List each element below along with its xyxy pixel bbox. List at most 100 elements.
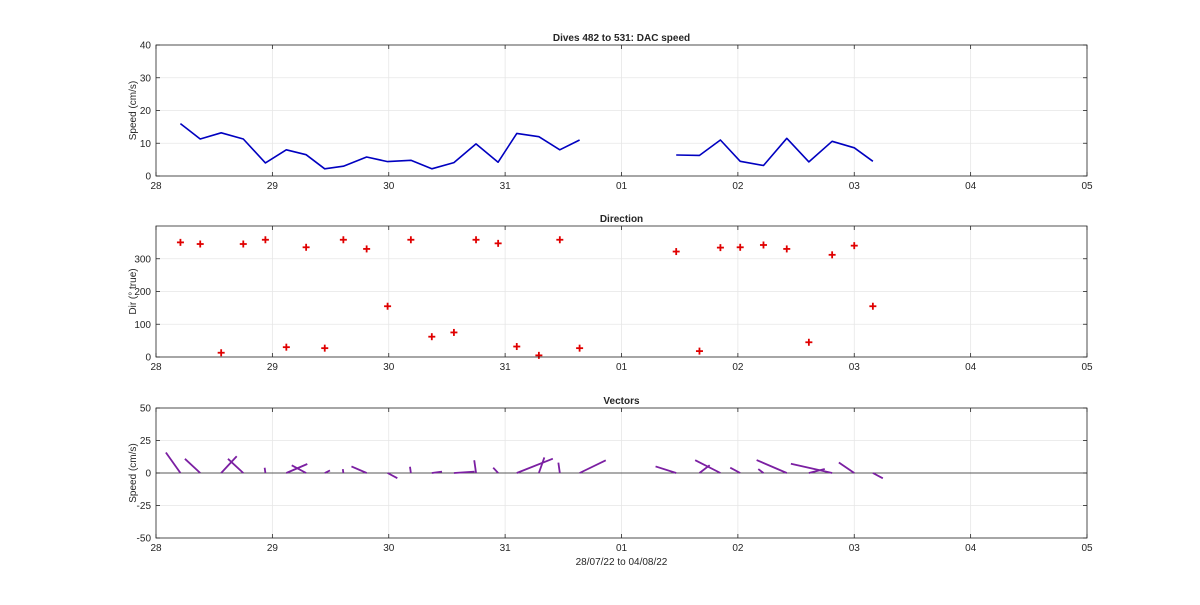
vectors-x-tick-label: 04 <box>965 543 977 554</box>
vector-stick <box>453 470 475 474</box>
direction-point <box>196 240 204 248</box>
speed-x-tick-label: 05 <box>1081 181 1093 192</box>
vector-stick <box>694 459 721 474</box>
speed-x-tick-label: 04 <box>965 181 977 192</box>
vector-stick <box>516 457 554 474</box>
direction-point <box>695 347 703 355</box>
direction-point <box>217 349 225 357</box>
vector-stick <box>557 462 561 474</box>
speed-y-tick-label: 20 <box>140 106 152 117</box>
vector-stick <box>838 461 855 474</box>
direction-x-tick-label: 29 <box>267 362 279 373</box>
vector-stick <box>409 466 412 474</box>
vectors-x-tick-label: 29 <box>267 543 279 554</box>
direction-point <box>828 251 836 259</box>
speed-x-tick-label: 30 <box>383 181 395 192</box>
speed-x-tick-label: 03 <box>849 181 861 192</box>
vector-stick <box>756 459 788 474</box>
direction-x-tick-label: 31 <box>500 362 512 373</box>
direction-point <box>805 338 813 346</box>
vectors-x-tick-label: 03 <box>849 543 861 554</box>
direction-data <box>176 236 877 359</box>
vectors-x-tick-label: 31 <box>500 543 512 554</box>
direction-x-tick-label: 28 <box>150 362 162 373</box>
direction-x-tick-label: 03 <box>849 362 861 373</box>
direction-point <box>716 244 724 252</box>
direction-panel: 28 29 30 31 01 02 03 04 05 0 100 200 300 Direction D… <box>128 214 1093 373</box>
direction-x-tick-label: 04 <box>965 362 977 373</box>
vector-stick <box>324 469 331 474</box>
vectors-y-tick-label: 0 <box>145 469 151 480</box>
direction-y-axis-label: Dir (° true) <box>128 268 139 314</box>
vector-stick <box>655 465 677 474</box>
vectors-title: Vectors <box>603 396 640 407</box>
vector-stick <box>757 468 765 474</box>
direction-x-tick-label: 05 <box>1081 362 1093 373</box>
vector-stick <box>263 467 267 474</box>
speed-panel: 28 29 30 31 01 02 03 04 05 0 10 20 30 40 Dives 482 to… <box>128 33 1093 192</box>
direction-point <box>783 245 791 253</box>
speed-x-tick-label: 01 <box>616 181 628 192</box>
vectors-y-tick-label: 25 <box>140 436 152 447</box>
direction-point <box>494 239 502 247</box>
direction-point <box>556 236 564 244</box>
vector-stick <box>473 460 477 474</box>
vector-stick <box>579 459 607 474</box>
vector-stick <box>227 458 244 474</box>
speed-y-tick-label: 40 <box>140 41 152 52</box>
direction-point <box>176 238 184 246</box>
vectors-y-axis-label: Speed (cm/s) <box>128 443 139 502</box>
direction-point <box>261 236 269 244</box>
direction-point <box>672 248 680 256</box>
vectors-x-tick-label: 05 <box>1081 543 1093 554</box>
direction-point <box>321 344 329 352</box>
direction-point <box>850 242 858 250</box>
vectors-ticks: 28 29 30 31 01 02 03 04 05 -50 -25 0 25 50 <box>137 404 1093 555</box>
direction-y-tick-label: 300 <box>134 254 151 265</box>
vectors-x-tick-label: 28 <box>150 543 162 554</box>
vector-stick <box>351 465 367 474</box>
direction-point <box>513 343 521 351</box>
vector-stick <box>220 455 238 474</box>
direction-title: Direction <box>600 214 643 225</box>
direction-x-tick-label: 30 <box>383 362 395 373</box>
vector-stick <box>431 470 443 474</box>
vectors-y-tick-label: -25 <box>137 501 152 512</box>
direction-point <box>428 333 436 341</box>
speed-x-tick-label: 29 <box>267 181 279 192</box>
speed-x-tick-label: 28 <box>150 181 162 192</box>
vectors-x-tick-label: 30 <box>383 543 395 554</box>
speed-y-tick-label: 10 <box>140 139 152 150</box>
direction-x-tick-label: 01 <box>616 362 628 373</box>
vector-stick <box>790 462 833 474</box>
speed-series-line <box>179 122 580 170</box>
direction-y-tick-label: 100 <box>134 320 151 331</box>
direction-point <box>869 302 877 310</box>
vectors-y-tick-label: 50 <box>140 404 152 415</box>
direction-point <box>759 241 767 249</box>
direction-point <box>450 328 458 336</box>
vectors-x-tick-label: 01 <box>616 543 628 554</box>
vector-stick <box>184 458 201 474</box>
vector-stick <box>872 472 884 480</box>
direction-point <box>736 243 744 251</box>
vectors-x-tick-label: 02 <box>732 543 744 554</box>
direction-point <box>363 245 371 253</box>
vector-stick <box>492 467 499 474</box>
vector-stick <box>291 464 307 474</box>
vector-stick <box>729 466 741 474</box>
direction-point <box>576 344 584 352</box>
direction-point <box>472 236 480 244</box>
speed-data <box>179 122 874 170</box>
vector-stick <box>165 451 182 474</box>
vectors-data <box>156 451 1087 480</box>
direction-point <box>384 302 392 310</box>
direction-y-tick-label: 0 <box>145 353 151 364</box>
vectors-x-axis-label: 28/07/22 to 04/08/22 <box>576 557 668 568</box>
direction-point <box>407 236 415 244</box>
direction-point <box>239 240 247 248</box>
speed-y-tick-label: 30 <box>140 73 152 84</box>
direction-point <box>282 343 290 351</box>
direction-ticks: 28 29 30 31 01 02 03 04 05 0 100 200 300 <box>134 226 1093 373</box>
